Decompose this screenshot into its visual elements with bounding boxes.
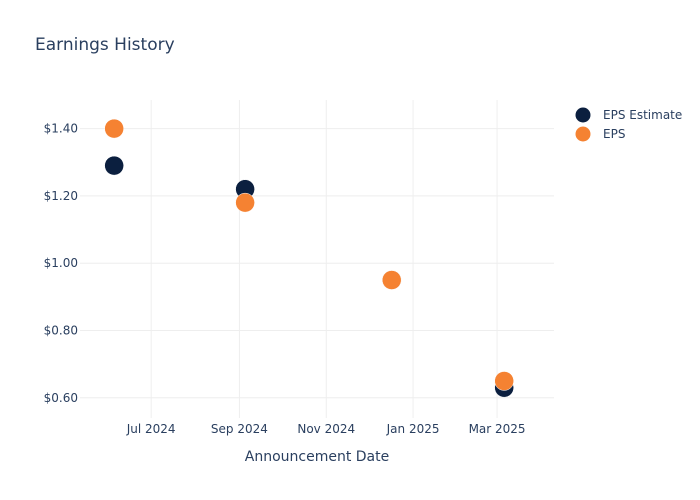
x-tick-label: Nov 2024 [297, 422, 355, 436]
data-points [104, 118, 514, 398]
x-tick-label: Jan 2025 [386, 422, 440, 436]
grid-lines [80, 100, 554, 418]
eps-point[interactable] [104, 118, 124, 139]
x-axis-ticks: Jul 2024 Sep 2024 Nov 2024 Jan 2025 Mar 2025 [126, 422, 526, 436]
y-tick-label: $1.00 [44, 256, 78, 270]
y-tick-label: $1.40 [44, 122, 78, 136]
x-tick-label: Mar 2025 [469, 422, 526, 436]
legend-item-eps[interactable]: EPS [575, 126, 626, 142]
y-tick-label: $0.60 [44, 391, 78, 405]
legend-marker [575, 126, 591, 142]
series-eps [104, 118, 514, 391]
x-tick-label: Sep 2024 [211, 422, 268, 436]
legend-label: EPS Estimate [603, 108, 682, 122]
eps-point[interactable] [235, 192, 255, 213]
series-eps-estimate [104, 155, 514, 398]
legend-item-eps-estimate[interactable]: EPS Estimate [575, 107, 683, 123]
y-axis-ticks: $0.60 $0.80 $1.00 $1.20 $1.40 [44, 122, 78, 405]
eps-point[interactable] [381, 270, 402, 290]
eps-point[interactable] [494, 371, 514, 391]
legend-marker [575, 107, 591, 123]
y-tick-label: $1.20 [44, 189, 78, 203]
legend-label: EPS [603, 127, 625, 141]
x-tick-label: Jul 2024 [126, 422, 176, 436]
chart-title: Earnings History [35, 35, 175, 55]
legend[interactable]: EPS Estimate EPS [575, 107, 683, 142]
x-axis-title: Announcement Date [245, 449, 389, 465]
y-tick-label: $0.80 [44, 324, 78, 338]
eps-estimate-point[interactable] [104, 155, 124, 176]
